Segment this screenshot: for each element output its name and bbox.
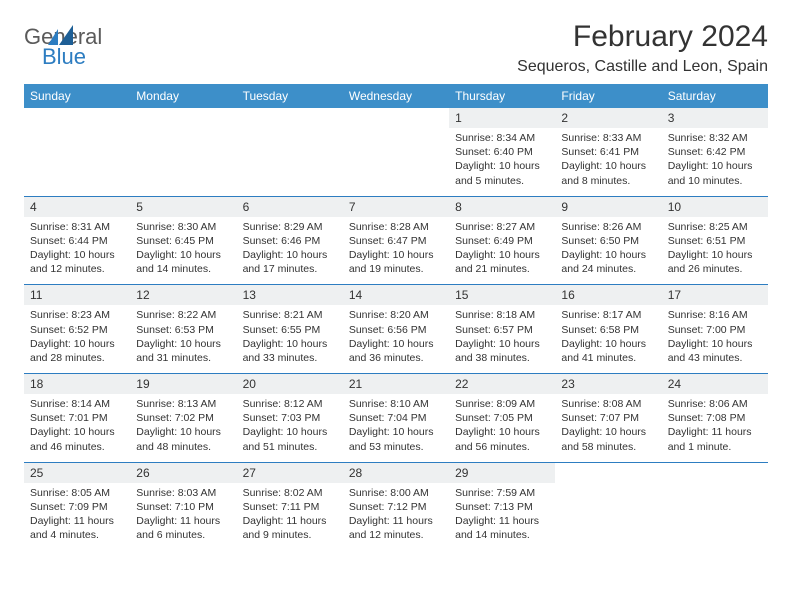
day-detail-cell: Sunrise: 8:31 AMSunset: 6:44 PMDaylight:… <box>24 217 130 285</box>
day-detail-cell: Sunrise: 8:33 AMSunset: 6:41 PMDaylight:… <box>555 128 661 196</box>
day-detail-cell <box>662 483 768 551</box>
location-subtitle: Sequeros, Castille and Leon, Spain <box>517 58 768 76</box>
day-detail-cell: Sunrise: 8:27 AMSunset: 6:49 PMDaylight:… <box>449 217 555 285</box>
daynum-row: 2526272829 <box>24 463 768 483</box>
day-detail-cell: Sunrise: 8:13 AMSunset: 7:02 PMDaylight:… <box>130 394 236 462</box>
daynum-row: 11121314151617 <box>24 285 768 305</box>
logo-triangle-icon <box>59 25 73 45</box>
dow-friday: Friday <box>555 84 661 108</box>
detail-row: Sunrise: 8:34 AMSunset: 6:40 PMDaylight:… <box>24 128 768 196</box>
day-detail-cell: Sunrise: 8:29 AMSunset: 6:46 PMDaylight:… <box>237 217 343 285</box>
daynum-row: 45678910 <box>24 197 768 217</box>
day-detail-cell: Sunrise: 8:12 AMSunset: 7:03 PMDaylight:… <box>237 394 343 462</box>
day-detail-cell: Sunrise: 8:28 AMSunset: 6:47 PMDaylight:… <box>343 217 449 285</box>
day-number-cell: 23 <box>555 374 661 394</box>
day-number-cell: 4 <box>24 197 130 217</box>
day-detail-cell <box>343 128 449 196</box>
dow-tuesday: Tuesday <box>237 84 343 108</box>
day-number-cell: 5 <box>130 197 236 217</box>
logo-text-blue: Blue <box>42 46 102 68</box>
dow-monday: Monday <box>130 84 236 108</box>
daynum-row: 18192021222324 <box>24 374 768 394</box>
day-detail-cell: Sunrise: 8:25 AMSunset: 6:51 PMDaylight:… <box>662 217 768 285</box>
day-number-cell: 17 <box>662 285 768 305</box>
dow-saturday: Saturday <box>662 84 768 108</box>
day-number-cell: 9 <box>555 197 661 217</box>
dow-thursday: Thursday <box>449 84 555 108</box>
day-detail-cell <box>237 128 343 196</box>
day-number-cell: 8 <box>449 197 555 217</box>
day-number-cell: 3 <box>662 108 768 128</box>
day-detail-cell <box>130 128 236 196</box>
day-detail-cell: Sunrise: 8:23 AMSunset: 6:52 PMDaylight:… <box>24 305 130 373</box>
day-number-cell: 1 <box>449 108 555 128</box>
day-number-cell <box>237 108 343 128</box>
day-detail-cell: Sunrise: 8:03 AMSunset: 7:10 PMDaylight:… <box>130 483 236 551</box>
day-number-cell: 21 <box>343 374 449 394</box>
day-number-cell: 10 <box>662 197 768 217</box>
day-detail-cell: Sunrise: 8:10 AMSunset: 7:04 PMDaylight:… <box>343 394 449 462</box>
day-number-cell: 13 <box>237 285 343 305</box>
day-detail-cell: Sunrise: 8:02 AMSunset: 7:11 PMDaylight:… <box>237 483 343 551</box>
day-number-cell: 19 <box>130 374 236 394</box>
day-number-cell: 15 <box>449 285 555 305</box>
day-detail-cell <box>555 483 661 551</box>
day-detail-cell: Sunrise: 8:32 AMSunset: 6:42 PMDaylight:… <box>662 128 768 196</box>
day-detail-cell: Sunrise: 8:30 AMSunset: 6:45 PMDaylight:… <box>130 217 236 285</box>
day-number-cell <box>555 463 661 483</box>
day-number-cell: 28 <box>343 463 449 483</box>
dow-header-row: Sunday Monday Tuesday Wednesday Thursday… <box>24 84 768 108</box>
day-number-cell: 22 <box>449 374 555 394</box>
day-number-cell: 2 <box>555 108 661 128</box>
day-detail-cell: Sunrise: 8:18 AMSunset: 6:57 PMDaylight:… <box>449 305 555 373</box>
day-detail-cell: Sunrise: 8:05 AMSunset: 7:09 PMDaylight:… <box>24 483 130 551</box>
day-number-cell: 11 <box>24 285 130 305</box>
logo-triangle-icon <box>48 29 58 45</box>
detail-row: Sunrise: 8:31 AMSunset: 6:44 PMDaylight:… <box>24 217 768 285</box>
day-detail-cell: Sunrise: 8:34 AMSunset: 6:40 PMDaylight:… <box>449 128 555 196</box>
day-number-cell: 20 <box>237 374 343 394</box>
dow-wednesday: Wednesday <box>343 84 449 108</box>
day-number-cell: 24 <box>662 374 768 394</box>
day-number-cell: 7 <box>343 197 449 217</box>
day-number-cell <box>24 108 130 128</box>
day-number-cell: 18 <box>24 374 130 394</box>
day-number-cell: 12 <box>130 285 236 305</box>
day-detail-cell <box>24 128 130 196</box>
detail-row: Sunrise: 8:23 AMSunset: 6:52 PMDaylight:… <box>24 305 768 373</box>
day-number-cell: 6 <box>237 197 343 217</box>
day-number-cell <box>662 463 768 483</box>
day-detail-cell: Sunrise: 8:00 AMSunset: 7:12 PMDaylight:… <box>343 483 449 551</box>
detail-row: Sunrise: 8:05 AMSunset: 7:09 PMDaylight:… <box>24 483 768 551</box>
day-detail-cell: Sunrise: 8:14 AMSunset: 7:01 PMDaylight:… <box>24 394 130 462</box>
day-number-cell: 27 <box>237 463 343 483</box>
day-detail-cell: Sunrise: 8:08 AMSunset: 7:07 PMDaylight:… <box>555 394 661 462</box>
day-number-cell <box>130 108 236 128</box>
day-number-cell: 14 <box>343 285 449 305</box>
day-number-cell: 25 <box>24 463 130 483</box>
detail-row: Sunrise: 8:14 AMSunset: 7:01 PMDaylight:… <box>24 394 768 462</box>
dow-sunday: Sunday <box>24 84 130 108</box>
day-detail-cell: Sunrise: 8:26 AMSunset: 6:50 PMDaylight:… <box>555 217 661 285</box>
day-number-cell: 16 <box>555 285 661 305</box>
day-detail-cell: Sunrise: 8:09 AMSunset: 7:05 PMDaylight:… <box>449 394 555 462</box>
day-detail-cell: Sunrise: 8:20 AMSunset: 6:56 PMDaylight:… <box>343 305 449 373</box>
day-detail-cell: Sunrise: 8:17 AMSunset: 6:58 PMDaylight:… <box>555 305 661 373</box>
day-detail-cell: Sunrise: 8:16 AMSunset: 7:00 PMDaylight:… <box>662 305 768 373</box>
day-number-cell: 29 <box>449 463 555 483</box>
daynum-row: 123 <box>24 108 768 128</box>
day-detail-cell: Sunrise: 8:22 AMSunset: 6:53 PMDaylight:… <box>130 305 236 373</box>
day-detail-cell: Sunrise: 8:21 AMSunset: 6:55 PMDaylight:… <box>237 305 343 373</box>
calendar-table: Sunday Monday Tuesday Wednesday Thursday… <box>24 84 768 550</box>
day-detail-cell: Sunrise: 8:06 AMSunset: 7:08 PMDaylight:… <box>662 394 768 462</box>
logo: General Blue <box>24 20 73 68</box>
day-number-cell: 26 <box>130 463 236 483</box>
day-number-cell <box>343 108 449 128</box>
month-title: February 2024 <box>517 20 768 54</box>
header: General Blue February 2024 Sequeros, Cas… <box>24 20 768 76</box>
day-detail-cell: Sunrise: 7:59 AMSunset: 7:13 PMDaylight:… <box>449 483 555 551</box>
